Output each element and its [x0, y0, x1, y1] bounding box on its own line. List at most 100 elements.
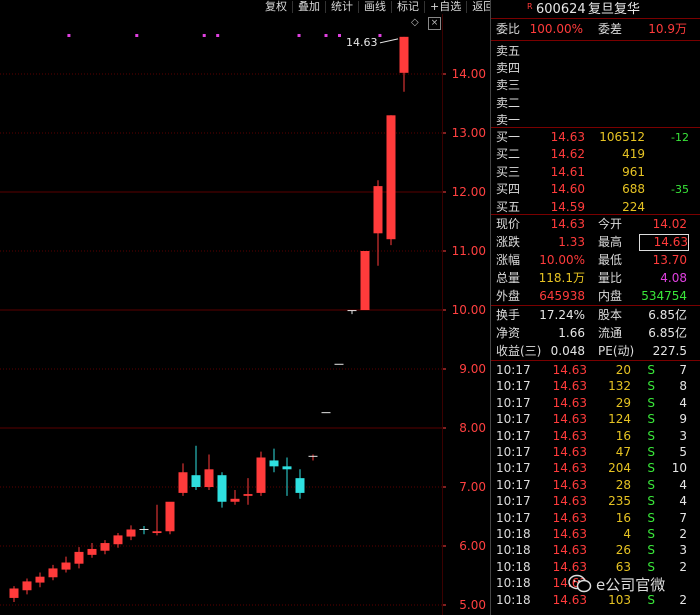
- tick-side: S: [647, 412, 655, 427]
- stat-label: 涨跌: [496, 235, 521, 249]
- tick-side: S: [647, 477, 655, 492]
- stat-value: 1.33: [558, 235, 585, 249]
- candle[interactable]: [178, 463, 188, 496]
- event-marker[interactable]: [216, 34, 220, 37]
- toolbar-add-watchlist-button[interactable]: +自选: [430, 0, 462, 13]
- tick-price: 14.63: [552, 477, 587, 492]
- tick-count: 3: [679, 543, 687, 558]
- sell-row[interactable]: 卖四: [491, 59, 700, 78]
- tick-volume: 103: [608, 592, 631, 607]
- toolbar-stats-button[interactable]: 统计: [331, 0, 353, 13]
- candle-body: [113, 535, 123, 545]
- tick-row: 10:17 14.63 204 S 10: [491, 460, 700, 476]
- candle[interactable]: [61, 556, 71, 573]
- candle[interactable]: [152, 504, 162, 536]
- buy-row[interactable]: 买一 14.63 106512 -12: [491, 128, 700, 147]
- event-marker[interactable]: [135, 34, 139, 37]
- candle[interactable]: [22, 578, 32, 595]
- tick-volume: 16: [615, 428, 631, 443]
- sell-level-label: 卖一: [496, 112, 521, 127]
- kline-chart[interactable]: 14.00 13.00 12.00 11.00 10.00 9.00 8.00 7.00 6.0…: [0, 0, 490, 615]
- event-marker[interactable]: [337, 34, 341, 37]
- tick-price: 14.63: [552, 592, 587, 607]
- candle[interactable]: [191, 445, 201, 490]
- sell-row[interactable]: 卖二: [491, 94, 700, 113]
- candle[interactable]: [217, 472, 227, 508]
- candle[interactable]: [360, 251, 370, 310]
- candle[interactable]: [100, 540, 110, 555]
- candle-body: [74, 551, 84, 564]
- tick-count: 2: [679, 592, 687, 607]
- candle-body: [9, 588, 19, 598]
- sell-row[interactable]: 卖三: [491, 76, 700, 95]
- event-marker[interactable]: [324, 34, 328, 37]
- tick-row: 10:17 14.63 124 S 9: [491, 411, 700, 427]
- candle[interactable]: [165, 501, 175, 535]
- tick-side: S: [647, 363, 655, 377]
- tick-time: 10:17: [496, 477, 531, 492]
- stat-value: 645938: [539, 289, 585, 303]
- candle[interactable]: [256, 451, 266, 496]
- toolbar-draw-button[interactable]: 画线: [364, 0, 386, 13]
- candle[interactable]: [399, 36, 409, 92]
- stat-label: 最高: [598, 235, 623, 249]
- sell-level-label: 卖三: [496, 78, 521, 93]
- buy-row[interactable]: 买四 14.60 688 -35: [491, 180, 700, 199]
- tick-row: 10:18 14.63 4 S 2: [491, 526, 700, 542]
- buy-row[interactable]: 买二 14.62 419: [491, 145, 700, 164]
- toolbar-fuquan-button[interactable]: 复权: [265, 0, 287, 13]
- buy-row[interactable]: 买五 14.59 224: [491, 198, 700, 217]
- stat-value: 227.5: [652, 344, 687, 358]
- toolbar-mark-button[interactable]: 标记: [397, 0, 419, 13]
- candle-body: [61, 562, 71, 570]
- candle[interactable]: [87, 543, 97, 558]
- toolbar-overlay-button[interactable]: 叠加: [298, 0, 320, 13]
- candle[interactable]: [74, 547, 84, 569]
- tick-row: 10:17 14.63 16 S 3: [491, 428, 700, 444]
- candle[interactable]: [386, 115, 396, 246]
- candle-body: [373, 186, 383, 234]
- event-marker[interactable]: [202, 34, 206, 37]
- candle[interactable]: [35, 572, 45, 588]
- stat-label: 净资: [496, 326, 521, 340]
- buy-row[interactable]: 买三 14.61 961: [491, 163, 700, 182]
- close-icon[interactable]: ×: [428, 17, 441, 30]
- candle[interactable]: [308, 454, 318, 461]
- event-marker[interactable]: [67, 34, 71, 37]
- sell-row[interactable]: 卖五: [491, 42, 700, 61]
- candle[interactable]: [139, 525, 149, 535]
- stat-value: 14.63: [550, 217, 585, 231]
- candle[interactable]: [347, 310, 357, 315]
- buy-change: -35: [671, 183, 689, 197]
- candle[interactable]: [48, 564, 58, 581]
- stat-value: 0.048: [550, 344, 585, 358]
- diamond-icon[interactable]: ◇: [411, 17, 419, 28]
- y-tick-label: 6.00: [459, 539, 486, 553]
- candle[interactable]: [373, 180, 383, 266]
- candle[interactable]: [269, 448, 279, 473]
- sell-row[interactable]: 卖一: [491, 111, 700, 130]
- tick-count: 4: [679, 494, 687, 509]
- candle[interactable]: [9, 586, 19, 603]
- tick-time: 10:18: [496, 576, 531, 591]
- candle[interactable]: [204, 454, 214, 490]
- candle[interactable]: [126, 525, 136, 541]
- candle[interactable]: [243, 478, 253, 505]
- toolbar-separator: [358, 1, 359, 13]
- candle[interactable]: [282, 457, 292, 496]
- divider: [491, 305, 700, 306]
- toolbar-separator: [424, 1, 425, 13]
- candle[interactable]: [295, 469, 305, 499]
- tick-price: 14.63: [552, 494, 587, 509]
- tick-time: 10:18: [496, 527, 531, 541]
- candle[interactable]: [230, 489, 240, 505]
- event-marker[interactable]: [297, 34, 301, 37]
- candle[interactable]: [113, 533, 123, 548]
- event-marker[interactable]: [378, 34, 382, 37]
- stat-row: 涨幅 10.00% 最低 13.70: [491, 251, 700, 270]
- toolbar-back-button[interactable]: 返回: [472, 0, 495, 13]
- buy-volume: 224: [622, 199, 645, 214]
- candle-body: [165, 501, 175, 532]
- stat-label: 股本: [598, 308, 623, 322]
- tick-volume: 29: [615, 395, 631, 410]
